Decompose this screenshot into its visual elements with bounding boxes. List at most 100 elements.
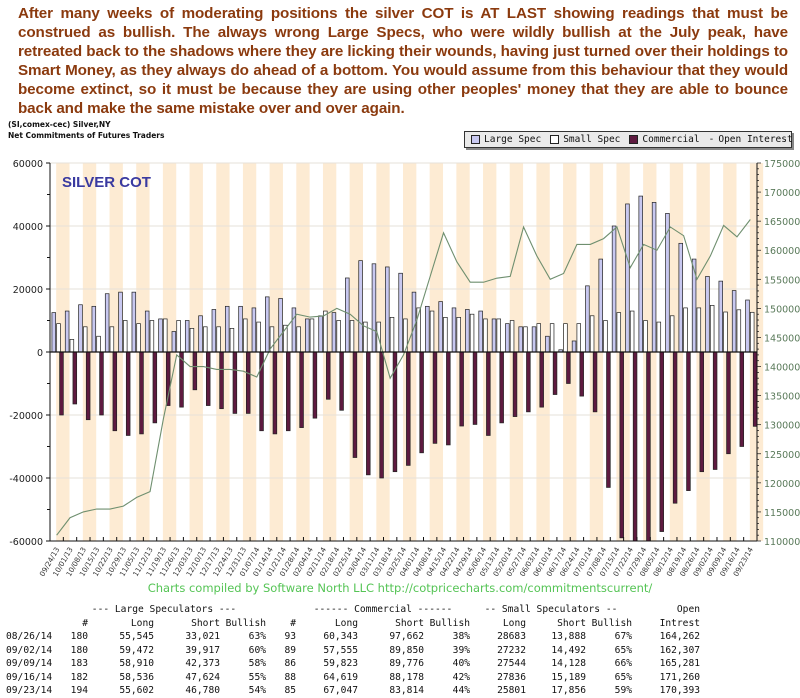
commercial-bar	[366, 351, 371, 476]
table-row: 08/26/14 180 55,545 33,021 63% 93 60,343 97,662…	[6, 630, 700, 644]
large-spec-bar	[678, 242, 683, 353]
y2-tick-label: 160000	[764, 246, 800, 257]
commercial-bar	[539, 351, 544, 408]
table-cell: 55,545	[119, 631, 154, 642]
commercial-bar	[419, 351, 424, 454]
table-cell: 14,128	[551, 658, 586, 669]
large-spec-bar	[331, 312, 337, 353]
chart-header-line2: Net Commitments of Futures Traders	[8, 131, 165, 140]
small-spec-bar	[656, 321, 662, 353]
table-cell: 86	[284, 658, 296, 669]
large-spec-bar	[291, 307, 297, 353]
table-row: 09/02/14 180 59,472 39,917 60% 89 57,555 89,850…	[6, 644, 700, 658]
commercial-bar	[272, 351, 278, 435]
commercial-bar	[659, 351, 664, 532]
commercial-bar	[632, 351, 638, 542]
y-tick-label: 40000	[13, 222, 43, 233]
large-spec-bar	[158, 318, 163, 353]
small-spec-bar	[456, 317, 461, 353]
y2-tick-label: 170000	[764, 188, 800, 199]
axes: 60000 40000 20000 0 -20000 -40000 -60000 175000…	[9, 159, 800, 578]
open-interest-line	[56, 219, 751, 536]
small-spec-bar	[229, 328, 235, 353]
y2-tick-label: 175000	[764, 159, 800, 170]
small-spec-bar	[149, 320, 155, 353]
table-cell: 85	[284, 685, 296, 696]
commercial-bar	[352, 351, 358, 458]
y2-tick-label: 115000	[764, 508, 800, 519]
small-spec-bar	[243, 318, 248, 353]
y2-tick-label: 165000	[764, 217, 800, 228]
table-cell: 55%	[248, 671, 266, 683]
commercial-bar	[646, 351, 651, 542]
table-cell: 64,619	[323, 671, 358, 683]
table-cell: 27836	[497, 671, 526, 683]
chart-title: SILVER COT	[62, 174, 151, 191]
small-spec-bar	[109, 326, 115, 353]
small-spec-bar	[589, 315, 595, 353]
commercial-bar	[312, 351, 318, 419]
small-spec-bar	[643, 320, 648, 353]
column-header: Bullish	[429, 617, 470, 629]
large-spec-bar	[585, 285, 590, 353]
small-spec-bar	[336, 320, 341, 353]
table-cell: 09/09/14	[6, 658, 53, 669]
table-cell: 55,602	[119, 685, 154, 696]
small-spec-bar	[256, 321, 261, 353]
column-header: Intrest	[659, 617, 700, 629]
commercial-bar	[739, 351, 745, 447]
large-spec-bar	[438, 301, 443, 353]
small-spec-bar	[576, 323, 582, 353]
y2-tick-label: 150000	[764, 304, 800, 315]
commercial-bar	[726, 351, 731, 455]
large-spec-bar	[211, 309, 217, 353]
large-spec-bar	[371, 263, 377, 353]
commercial-bar	[139, 351, 144, 435]
small-spec-bar	[723, 311, 728, 353]
table-cell: 27544	[497, 658, 526, 669]
commercial-bar	[299, 351, 304, 428]
commercial-bar	[672, 351, 678, 504]
legend-box-swatch	[550, 135, 560, 144]
large-spec-bar	[705, 276, 710, 353]
column-header: Bullish	[591, 617, 632, 629]
small-spec-bar	[323, 310, 328, 353]
commercial-bar	[219, 351, 224, 410]
large-spec-bar	[451, 307, 457, 353]
commercial-bar	[432, 351, 438, 444]
legend-label: Small Spec	[563, 134, 621, 145]
small-spec-bar	[136, 323, 141, 353]
large-spec-bar	[251, 307, 257, 353]
commercial-bar	[232, 351, 238, 414]
commercial-bar	[552, 351, 558, 395]
table-cell: 40%	[452, 658, 470, 669]
small-spec-bar	[469, 313, 475, 353]
bars	[51, 195, 758, 542]
column-header: Long	[502, 617, 526, 629]
large-spec-bar	[385, 266, 390, 353]
group-header-oi: Open	[676, 604, 700, 615]
large-spec-bar	[171, 331, 177, 353]
small-spec-bar	[563, 323, 568, 353]
large-spec-bar	[104, 293, 110, 353]
commercial-bar	[246, 351, 251, 414]
commercial-bar	[152, 351, 158, 424]
table-cell: 67,047	[323, 685, 358, 696]
large-spec-bar	[144, 310, 150, 353]
table-cell: 17,856	[551, 685, 586, 696]
small-spec-bar	[483, 318, 488, 353]
small-spec-bar	[96, 335, 101, 353]
large-spec-bar	[398, 272, 403, 353]
large-spec-bar	[518, 326, 523, 353]
table-cell: 89	[284, 644, 296, 656]
large-spec-bar	[411, 291, 417, 353]
commercial-bar	[192, 351, 198, 391]
large-spec-bar	[358, 260, 363, 353]
large-spec-bar	[745, 299, 750, 353]
large-spec-bar	[571, 340, 577, 353]
column-header: #	[82, 617, 88, 629]
large-spec-bar	[91, 305, 97, 353]
table-cell: 09/23/14	[6, 685, 53, 696]
commercial-bar	[472, 351, 478, 425]
small-spec-bar	[123, 320, 128, 353]
